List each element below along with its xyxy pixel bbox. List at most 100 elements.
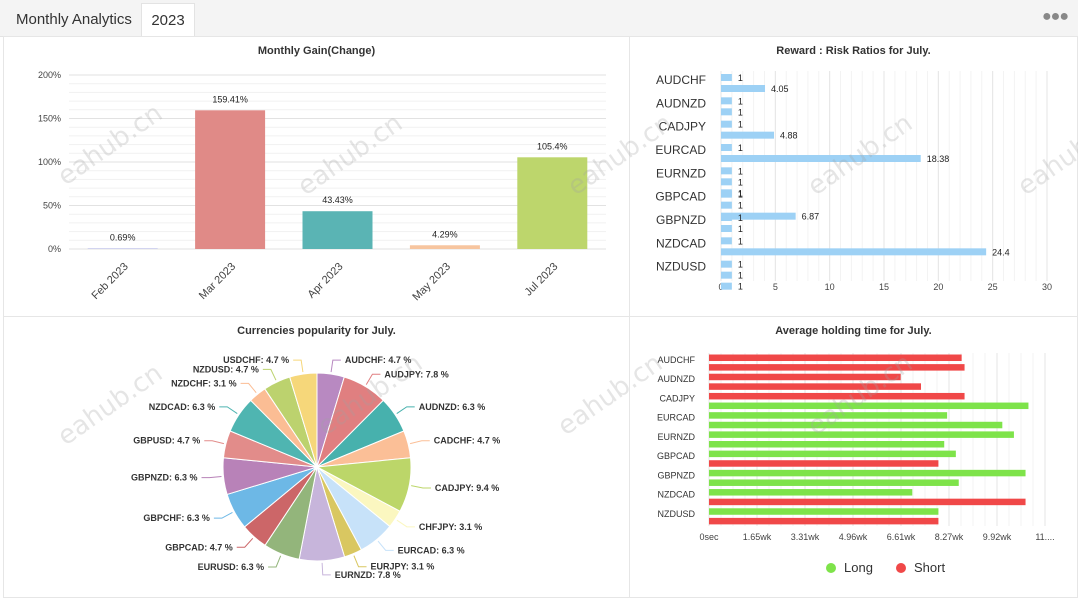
bar bbox=[721, 167, 732, 175]
pie-label: CADJPY: 9.4 % bbox=[435, 483, 499, 493]
bar bbox=[721, 131, 775, 139]
pie-connector bbox=[330, 359, 341, 373]
y-category-label: GBPNZD bbox=[656, 213, 706, 227]
legend-short-label: Short bbox=[914, 560, 946, 575]
bar-long bbox=[709, 431, 1014, 438]
bar-long bbox=[709, 421, 1003, 429]
data-label: 1 bbox=[738, 107, 743, 117]
y-category-label: NZDUSD bbox=[656, 260, 706, 274]
legend-item-short[interactable]: Short bbox=[896, 560, 945, 575]
y-category-label: CADJPY bbox=[659, 393, 695, 403]
bar bbox=[409, 245, 480, 249]
holding-time-title: Average holding time for July. bbox=[775, 325, 932, 337]
data-label: 1 bbox=[738, 224, 743, 234]
pie-connector bbox=[396, 519, 415, 528]
pie-connector bbox=[321, 562, 331, 576]
y-category-label: EURCAD bbox=[657, 413, 696, 423]
x-tick-label: Feb 2023 bbox=[89, 261, 130, 302]
y-tick-label: 0% bbox=[48, 244, 61, 254]
bar-short bbox=[709, 364, 965, 371]
tab-year-2023[interactable]: 2023 bbox=[141, 3, 195, 37]
bar bbox=[517, 157, 588, 249]
x-tick-label: 3.31wk bbox=[791, 532, 820, 542]
pie-label: NZDCAD: 6.3 % bbox=[149, 402, 216, 412]
bar bbox=[721, 225, 732, 232]
bar-short bbox=[709, 498, 1026, 506]
y-category-label: GBPNZD bbox=[657, 470, 695, 480]
y-category-label: EURNZD bbox=[656, 166, 706, 180]
pie-connector bbox=[293, 359, 304, 373]
holding-time-chart: 0sec 1.65wk 3.31wk 4.96wk 6.61wk 8.27wk 9.92wk… bbox=[657, 353, 1055, 542]
top-bar: Monthly Analytics 2023 ●●● bbox=[0, 0, 1078, 37]
bar bbox=[721, 214, 732, 221]
data-label: 1 bbox=[738, 213, 743, 223]
y-category-label: GBPCAD bbox=[655, 190, 706, 204]
data-label: 105.4% bbox=[537, 141, 568, 151]
legend-short-dot-icon bbox=[896, 563, 906, 573]
page-title: Monthly Analytics bbox=[16, 11, 132, 28]
pie-connector bbox=[201, 475, 222, 479]
data-label: 1 bbox=[738, 143, 743, 153]
bar bbox=[721, 178, 732, 186]
bar-long bbox=[709, 489, 913, 496]
x-tick-label: 10 bbox=[825, 282, 835, 292]
pie-connector bbox=[409, 440, 430, 445]
bar bbox=[195, 110, 266, 250]
y-category-label: AUDCHF bbox=[658, 355, 696, 365]
data-label: 18.38 bbox=[927, 154, 950, 164]
more-dots-icon[interactable]: ●●● bbox=[1042, 8, 1069, 25]
data-label: 1 bbox=[738, 282, 743, 292]
x-tick-label: 15 bbox=[879, 282, 889, 292]
y-category-label: NZDUSD bbox=[658, 509, 696, 519]
pie-label: CADCHF: 4.7 % bbox=[434, 436, 501, 446]
pie-connector bbox=[365, 373, 381, 385]
bar-short bbox=[709, 373, 901, 381]
risk-ratio-chart: 051015202530AUDCHF14.05AUDNZD11CADJPY14.… bbox=[655, 71, 1052, 292]
currency-popularity-title: Currencies popularity for July. bbox=[237, 325, 396, 337]
data-label: 1 bbox=[738, 188, 743, 198]
bar bbox=[721, 212, 796, 220]
y-category-label: AUDNZD bbox=[658, 374, 696, 384]
bar bbox=[721, 190, 732, 198]
pie-label: AUDJPY: 7.8 % bbox=[384, 369, 448, 379]
pie-label: USDCHF: 4.7 % bbox=[223, 355, 289, 365]
y-tick-label: 50% bbox=[43, 201, 61, 211]
x-tick-label: 9.92wk bbox=[983, 532, 1012, 542]
x-tick-label: 0sec bbox=[699, 532, 719, 542]
legend-item-long[interactable]: Long bbox=[826, 560, 873, 575]
pie-label: GBPCAD: 4.7 % bbox=[165, 542, 233, 552]
x-tick-label: 6.61wk bbox=[887, 532, 916, 542]
bar-long bbox=[709, 469, 1026, 477]
legend-long-dot-icon bbox=[826, 563, 836, 573]
x-tick-label: 11.... bbox=[1035, 532, 1054, 542]
data-label: 24.4 bbox=[992, 247, 1010, 257]
pie-connector bbox=[204, 440, 225, 445]
pie-connector bbox=[236, 538, 254, 548]
y-category-label: GBPCAD bbox=[657, 451, 696, 461]
bar bbox=[721, 120, 732, 128]
pie-slice bbox=[289, 372, 318, 468]
pie-label: CHFJPY: 3.1 % bbox=[419, 522, 482, 532]
monthly-gain-panel: Monthly Gain(Change) 0% 50% 100% 150% 200% 0.… bbox=[3, 36, 630, 317]
bar-long bbox=[709, 450, 956, 458]
bar bbox=[302, 211, 373, 249]
bar bbox=[721, 155, 921, 162]
legend-long-label: Long bbox=[844, 560, 873, 575]
bar bbox=[721, 237, 732, 245]
bar bbox=[721, 74, 732, 81]
y-category-label: AUDNZD bbox=[656, 96, 706, 110]
y-category-label: EURNZD bbox=[658, 432, 696, 442]
data-label: 1 bbox=[738, 190, 743, 200]
y-tick-label: 100% bbox=[38, 157, 61, 167]
data-label: 4.05 bbox=[771, 84, 789, 94]
bar bbox=[721, 144, 732, 151]
data-label: 1 bbox=[738, 120, 743, 130]
data-label: 1 bbox=[738, 236, 743, 246]
bar-short bbox=[709, 517, 939, 525]
data-label: 1 bbox=[738, 96, 743, 106]
bar bbox=[721, 85, 766, 92]
bar-short bbox=[709, 354, 962, 361]
bar-long bbox=[709, 508, 939, 515]
x-tick-label: 8.27wk bbox=[935, 532, 964, 542]
x-tick-label: 5 bbox=[773, 282, 778, 292]
